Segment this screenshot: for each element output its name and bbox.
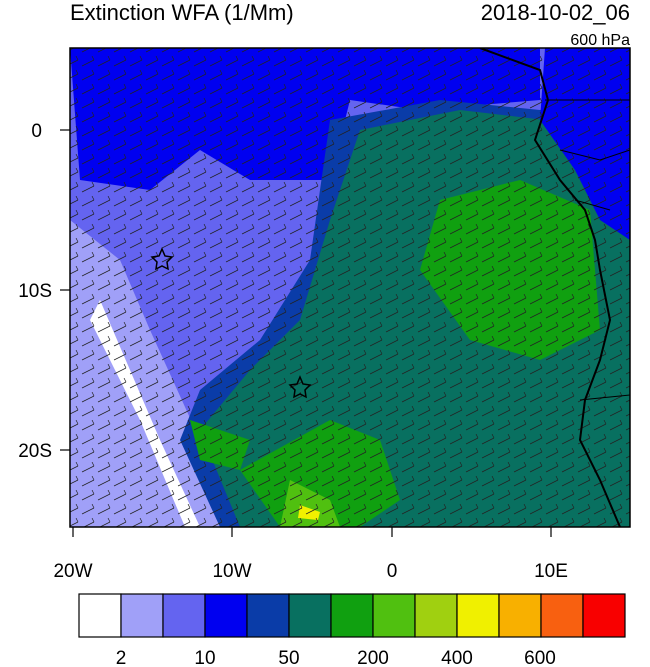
colorbar-box [288,593,332,638]
map-field [70,48,630,527]
colorbar-label: 50 [278,648,299,667]
colorbar-box [330,593,374,638]
colorbar [78,593,626,638]
colorbar-box [246,593,290,638]
colorbar-box [120,593,164,638]
colorbar-box [498,593,542,638]
colorbar-label: 200 [357,648,389,667]
lon-label: 20W [53,561,92,582]
colorbar-box [78,593,122,638]
colorbar-box [582,593,626,638]
colorbar-box [456,593,500,638]
colorbar-box [204,593,248,638]
lat-label: 10S [18,281,52,302]
colorbar-label: 2 [116,648,127,667]
colorbar-label: 10 [194,648,215,667]
map-frame [69,47,631,528]
colorbar-box [372,593,416,638]
colorbar-label: 400 [441,648,473,667]
level: 600 hPa [570,32,630,49]
lat-label: 0 [31,121,42,142]
lon-label: 10W [212,561,251,582]
lon-label: 10E [534,561,568,582]
lon-label: 0 [387,561,398,582]
axis-ticks [60,129,552,537]
colorbar-box [162,593,206,638]
time: 2018-10-02_06 [481,0,630,25]
lat-label: 20S [18,441,52,462]
title: Extinction WFA (1/Mm) [70,0,294,25]
colorbar-box [414,593,458,638]
colorbar-label: 600 [524,648,556,667]
colorbar-box [540,593,584,638]
